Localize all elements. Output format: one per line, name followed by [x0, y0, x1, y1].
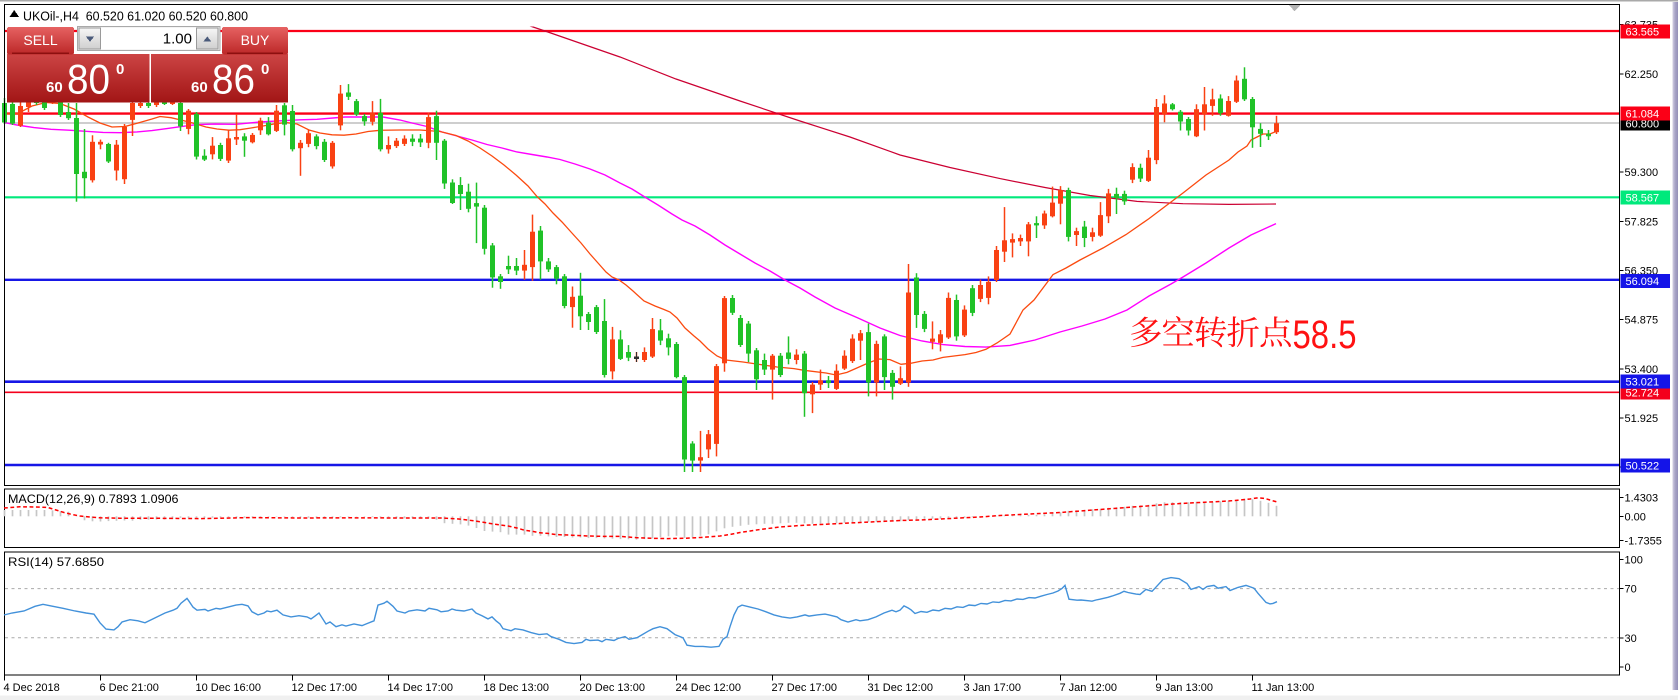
svg-text:9 Jan 13:00: 9 Jan 13:00: [1156, 682, 1214, 694]
svg-text:57.825: 57.825: [1625, 216, 1659, 228]
svg-text:52.724: 52.724: [1626, 387, 1660, 399]
svg-text:1.4303: 1.4303: [1625, 492, 1659, 504]
svg-text:-1.7355: -1.7355: [1625, 535, 1662, 547]
svg-text:60.800: 60.800: [1626, 119, 1660, 131]
svg-text:51.925: 51.925: [1625, 413, 1659, 425]
svg-text:53.400: 53.400: [1625, 364, 1659, 376]
svg-text:7 Jan 12:00: 7 Jan 12:00: [1060, 682, 1118, 694]
svg-text:27 Dec 17:00: 27 Dec 17:00: [772, 682, 837, 694]
svg-text:0: 0: [116, 61, 124, 78]
svg-text:14 Dec 17:00: 14 Dec 17:00: [388, 682, 453, 694]
svg-text:BUY: BUY: [241, 32, 270, 48]
svg-text:100: 100: [1625, 555, 1643, 567]
svg-text:59.300: 59.300: [1625, 167, 1659, 179]
svg-text:80: 80: [67, 56, 110, 103]
svg-text:0: 0: [261, 61, 269, 78]
svg-text:53.021: 53.021: [1626, 377, 1660, 389]
svg-text:12 Dec 17:00: 12 Dec 17:00: [292, 682, 357, 694]
svg-text:62.250: 62.250: [1625, 69, 1659, 81]
svg-text:4 Dec 2018: 4 Dec 2018: [4, 682, 60, 694]
svg-text:60: 60: [46, 79, 63, 96]
svg-text:58.567: 58.567: [1626, 192, 1660, 204]
svg-text:31 Dec 12:00: 31 Dec 12:00: [868, 682, 933, 694]
svg-text:3 Jan 17:00: 3 Jan 17:00: [964, 682, 1022, 694]
svg-text:56.094: 56.094: [1626, 276, 1660, 288]
svg-text:18 Dec 13:00: 18 Dec 13:00: [484, 682, 549, 694]
svg-text:63.565: 63.565: [1626, 27, 1660, 39]
svg-text:0.00: 0.00: [1625, 511, 1646, 523]
svg-text:SELL: SELL: [23, 32, 57, 48]
svg-text:0: 0: [1625, 662, 1631, 674]
svg-text:10 Dec 16:00: 10 Dec 16:00: [196, 682, 261, 694]
svg-text:61.084: 61.084: [1626, 109, 1660, 121]
svg-text:6 Dec 21:00: 6 Dec 21:00: [100, 682, 159, 694]
svg-text:24 Dec 12:00: 24 Dec 12:00: [676, 682, 741, 694]
svg-text:60: 60: [191, 79, 208, 96]
svg-text:58.5: 58.5: [1293, 313, 1357, 357]
svg-text:30: 30: [1625, 633, 1637, 645]
svg-text:MACD(12,26,9) 0.7893 1.0906: MACD(12,26,9) 0.7893 1.0906: [8, 492, 179, 506]
svg-text:70: 70: [1625, 584, 1637, 596]
svg-text:11 Jan 13:00: 11 Jan 13:00: [1252, 682, 1315, 694]
svg-text:50.522: 50.522: [1626, 461, 1660, 473]
svg-text:86: 86: [212, 56, 255, 103]
svg-text:RSI(14) 57.6850: RSI(14) 57.6850: [8, 555, 104, 569]
svg-text:54.875: 54.875: [1625, 315, 1659, 327]
svg-text:20 Dec 13:00: 20 Dec 13:00: [580, 682, 645, 694]
svg-text:UKOil-,H4 60.520 61.020 60.52: UKOil-,H4 60.520 61.020 60.520 60.800: [23, 9, 248, 24]
svg-text:1.00: 1.00: [163, 31, 192, 48]
